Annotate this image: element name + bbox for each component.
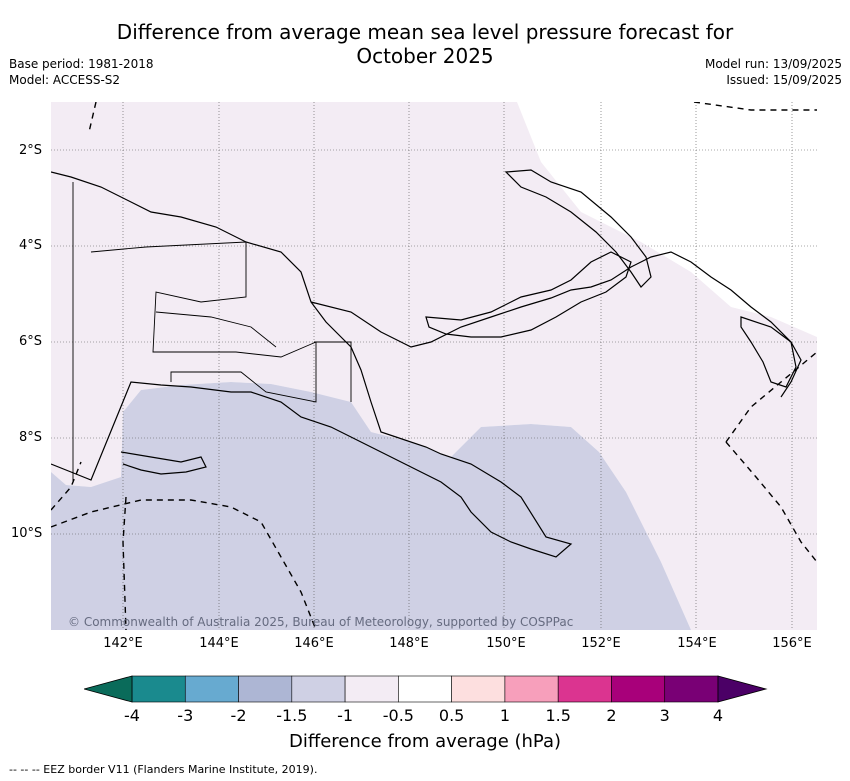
lon-label-150e: 150°E — [486, 636, 526, 651]
colorbar-tick-label: -4 — [124, 706, 140, 725]
new-ireland-coastline — [504, 169, 652, 288]
title-line-2: October 2025 — [356, 44, 494, 68]
colorbar-tick-label: -1.5 — [276, 706, 308, 725]
meta-left: Base period: 1981-2018 Model: ACCESS-S2 — [9, 56, 154, 88]
lon-label-154e: 154°E — [677, 636, 717, 651]
near-normal-region — [51, 102, 817, 630]
base-period: Base period: 1981-2018 — [9, 57, 154, 71]
colorbar-tick-label: -1 — [337, 706, 354, 725]
eez-border-south-east-arc — [725, 441, 817, 563]
colorbar-extend-high — [717, 675, 768, 703]
colorbar-segment — [611, 675, 666, 703]
new-guinea-north-coast — [310, 251, 802, 398]
eez-border-east — [693, 102, 817, 111]
colorbar-tick-label: 0.5 — [438, 706, 465, 725]
lat-label-2s: 2°S — [19, 143, 43, 158]
lat-label-6s: 6°S — [19, 334, 43, 349]
torres-strait-coast — [120, 451, 207, 475]
title-line-1: Difference from average mean sea level p… — [116, 20, 734, 44]
lat-label-10s: 10°S — [11, 526, 43, 541]
colorbar-tick-label: 1.5 — [545, 706, 571, 725]
colorbar — [84, 675, 768, 703]
lat-label-4s: 4°S — [19, 238, 43, 253]
lon-label-156e: 156°E — [772, 636, 812, 651]
colorbar-segment — [131, 675, 186, 703]
colorbar-segment — [184, 675, 239, 703]
colorbar-label: Difference from average (hPa) — [288, 731, 562, 752]
province-boundaries — [90, 241, 352, 403]
model-name: Model: ACCESS-S2 — [9, 73, 121, 87]
lon-label-148e: 148°E — [389, 636, 429, 651]
colorbar-segment — [664, 675, 719, 703]
meta-right: Model run: 13/09/2025 Issued: 15/09/2025 — [705, 56, 842, 88]
colorbar-extend-low — [84, 675, 133, 703]
colorbar-tick-label: 1 — [499, 706, 510, 725]
lon-label-146e: 146°E — [294, 636, 334, 651]
colorbar-segment — [238, 675, 293, 703]
border-lines — [72, 182, 352, 482]
colorbar-segment — [557, 675, 612, 703]
slightly-below-region — [51, 382, 691, 630]
map-title: Difference from average mean sea level p… — [0, 20, 850, 68]
eez-footer-note: -- -- -- EEZ border V11 (Flanders Marine… — [9, 763, 318, 776]
colorbar-segment — [398, 675, 452, 703]
colorbar-segment — [291, 675, 346, 703]
issued-date: Issued: 15/09/2025 — [726, 73, 842, 87]
eez-borders — [51, 102, 817, 630]
pressure-anomaly-map: © Commonwealth of Australia 2025, Bureau… — [51, 102, 817, 630]
lat-label-8s: 8°S — [19, 430, 43, 445]
lon-label-142e: 142°E — [103, 636, 143, 651]
colorbar-tick-label: 4 — [712, 706, 724, 725]
lon-label-152e: 152°E — [581, 636, 621, 651]
colorbar-tick-label: -3 — [177, 706, 194, 725]
colorbar-tick-label: -0.5 — [382, 706, 414, 725]
colorbar-segment — [451, 675, 506, 703]
lon-label-144e: 144°E — [199, 636, 239, 651]
colorbar-tick-label: 3 — [659, 706, 670, 725]
colorbar-segment — [344, 675, 399, 703]
copyright-text: © Commonwealth of Australia 2025, Bureau… — [68, 615, 573, 629]
coastline — [51, 169, 802, 558]
new-guinea-coastline — [51, 171, 573, 558]
colorbar-segment — [504, 675, 559, 703]
model-run: Model run: 13/09/2025 — [704, 57, 842, 71]
colorbar-segments — [131, 675, 719, 703]
new-britain-coastline — [425, 251, 632, 338]
colorbar-tick-label: 2 — [606, 706, 617, 725]
gridlines — [51, 102, 817, 630]
colorbar-tick-label: -2 — [230, 706, 247, 725]
